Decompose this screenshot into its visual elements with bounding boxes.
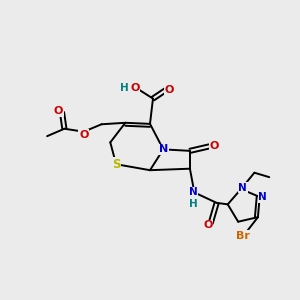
Text: Br: Br [236, 231, 250, 241]
Text: O: O [203, 220, 212, 230]
Text: N: N [258, 192, 267, 202]
Text: N: N [238, 183, 247, 193]
Text: H: H [120, 83, 129, 93]
Text: S: S [112, 158, 120, 171]
Text: O: O [79, 130, 88, 140]
Text: O: O [54, 106, 63, 116]
Text: H: H [188, 200, 197, 209]
Text: O: O [210, 141, 219, 152]
Text: N: N [159, 144, 168, 154]
Text: O: O [130, 83, 140, 93]
Text: N: N [188, 188, 197, 197]
Text: O: O [165, 85, 174, 95]
